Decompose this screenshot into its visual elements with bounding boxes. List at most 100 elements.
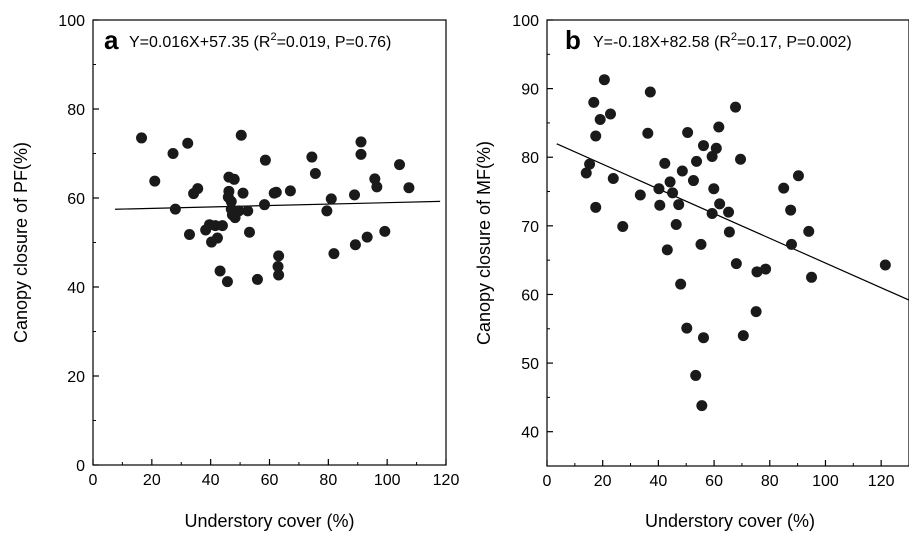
equation-b: Y=-0.18X+82.58 (R2=0.17, P=0.002) <box>593 31 852 51</box>
data-point <box>259 154 271 166</box>
data-point <box>321 205 333 217</box>
data-point <box>695 238 707 250</box>
data-point <box>169 203 181 215</box>
data-point <box>182 137 194 149</box>
data-point <box>251 273 263 285</box>
x-tick-label: 120 <box>868 473 895 490</box>
data-point <box>723 226 735 238</box>
data-point <box>361 231 373 243</box>
data-point <box>355 148 367 160</box>
plot-frame-b <box>546 19 909 467</box>
data-point <box>723 206 735 218</box>
data-point <box>659 157 671 169</box>
data-point <box>306 151 318 163</box>
data-point <box>242 205 254 217</box>
data-point <box>681 322 693 334</box>
data-point <box>607 173 619 185</box>
x-tick-label: 80 <box>319 472 337 489</box>
panel-label-b: b <box>565 25 581 55</box>
points-a <box>136 129 415 288</box>
data-point <box>379 225 391 237</box>
data-point <box>355 136 367 148</box>
data-point <box>588 96 600 108</box>
data-point <box>730 101 742 113</box>
data-point <box>325 193 337 205</box>
data-point <box>403 182 415 194</box>
data-point <box>594 113 606 125</box>
y-tick-label: 40 <box>521 425 539 442</box>
data-point <box>136 132 148 144</box>
x-axis-title-a: Understory cover (%) <box>184 511 354 531</box>
y-tick-label: 80 <box>67 102 85 119</box>
data-point <box>751 266 763 278</box>
data-point <box>309 168 321 180</box>
data-point <box>706 151 718 163</box>
data-point <box>258 199 270 211</box>
y-tick-label: 40 <box>67 280 85 297</box>
data-point <box>760 263 772 275</box>
y-tick-label: 60 <box>67 191 85 208</box>
data-point <box>216 220 228 232</box>
data-point <box>750 306 762 318</box>
data-point <box>785 238 797 250</box>
data-point <box>879 259 891 271</box>
equation-b-post: =0.17, P=0.002) <box>737 34 852 51</box>
data-point <box>778 182 790 194</box>
data-point <box>730 258 742 270</box>
equation-a-post: =0.019, P=0.76) <box>277 34 392 51</box>
data-point <box>590 201 602 213</box>
fit-line-a <box>115 200 441 210</box>
data-point <box>223 185 235 197</box>
x-tick-label: 40 <box>649 473 667 490</box>
data-point <box>225 196 237 208</box>
data-point <box>708 183 720 195</box>
x-tick-label: 120 <box>433 472 460 489</box>
equation-b-sup: 2 <box>731 31 737 43</box>
data-point <box>237 187 249 199</box>
y-tick-label: 90 <box>521 82 539 99</box>
data-point <box>654 199 666 211</box>
data-point <box>785 204 797 216</box>
data-point <box>735 153 747 165</box>
x-tick-label: 0 <box>89 472 98 489</box>
ticks-a <box>92 19 447 466</box>
data-point <box>675 278 687 290</box>
data-point <box>806 271 818 283</box>
data-point <box>706 207 718 219</box>
data-point <box>664 176 676 188</box>
y-tick-label: 60 <box>521 287 539 304</box>
data-point <box>792 170 804 182</box>
data-point <box>394 159 406 171</box>
equation-a-sup: 2 <box>270 31 276 43</box>
fit-line-b <box>556 143 909 301</box>
data-point <box>273 250 285 262</box>
x-axis-title-b: Understory cover (%) <box>645 511 815 531</box>
equation-a-pre: Y=0.016X+57.35 (R <box>129 34 270 51</box>
x-tick-label: 80 <box>761 473 779 490</box>
data-point <box>349 189 361 201</box>
data-point <box>273 269 285 281</box>
data-point <box>211 232 223 244</box>
y-tick-label: 20 <box>67 369 85 386</box>
data-point <box>690 369 702 381</box>
y-tick-label: 80 <box>521 150 539 167</box>
data-point <box>214 265 226 277</box>
data-point <box>233 205 245 217</box>
data-point <box>349 239 361 251</box>
equation-a: Y=0.016X+57.35 (R2=0.019, P=0.76) <box>129 31 391 51</box>
data-point <box>228 173 240 185</box>
data-point <box>676 165 688 177</box>
data-point <box>697 332 709 344</box>
data-point <box>714 198 726 210</box>
y-axis-title-b: Canopy closure of MF(%) <box>474 141 494 345</box>
x-tick-label: 100 <box>374 472 401 489</box>
points-b <box>580 74 891 412</box>
data-point <box>149 175 161 187</box>
y-tick-label: 50 <box>521 356 539 373</box>
data-point <box>653 183 665 195</box>
x-tick-label: 60 <box>705 473 723 490</box>
data-point <box>644 86 656 98</box>
data-point <box>642 127 654 139</box>
panel-a: 0 20 40 60 80 100 120 0 20 40 60 80 100 a Y=0.016X+5… <box>11 13 459 531</box>
